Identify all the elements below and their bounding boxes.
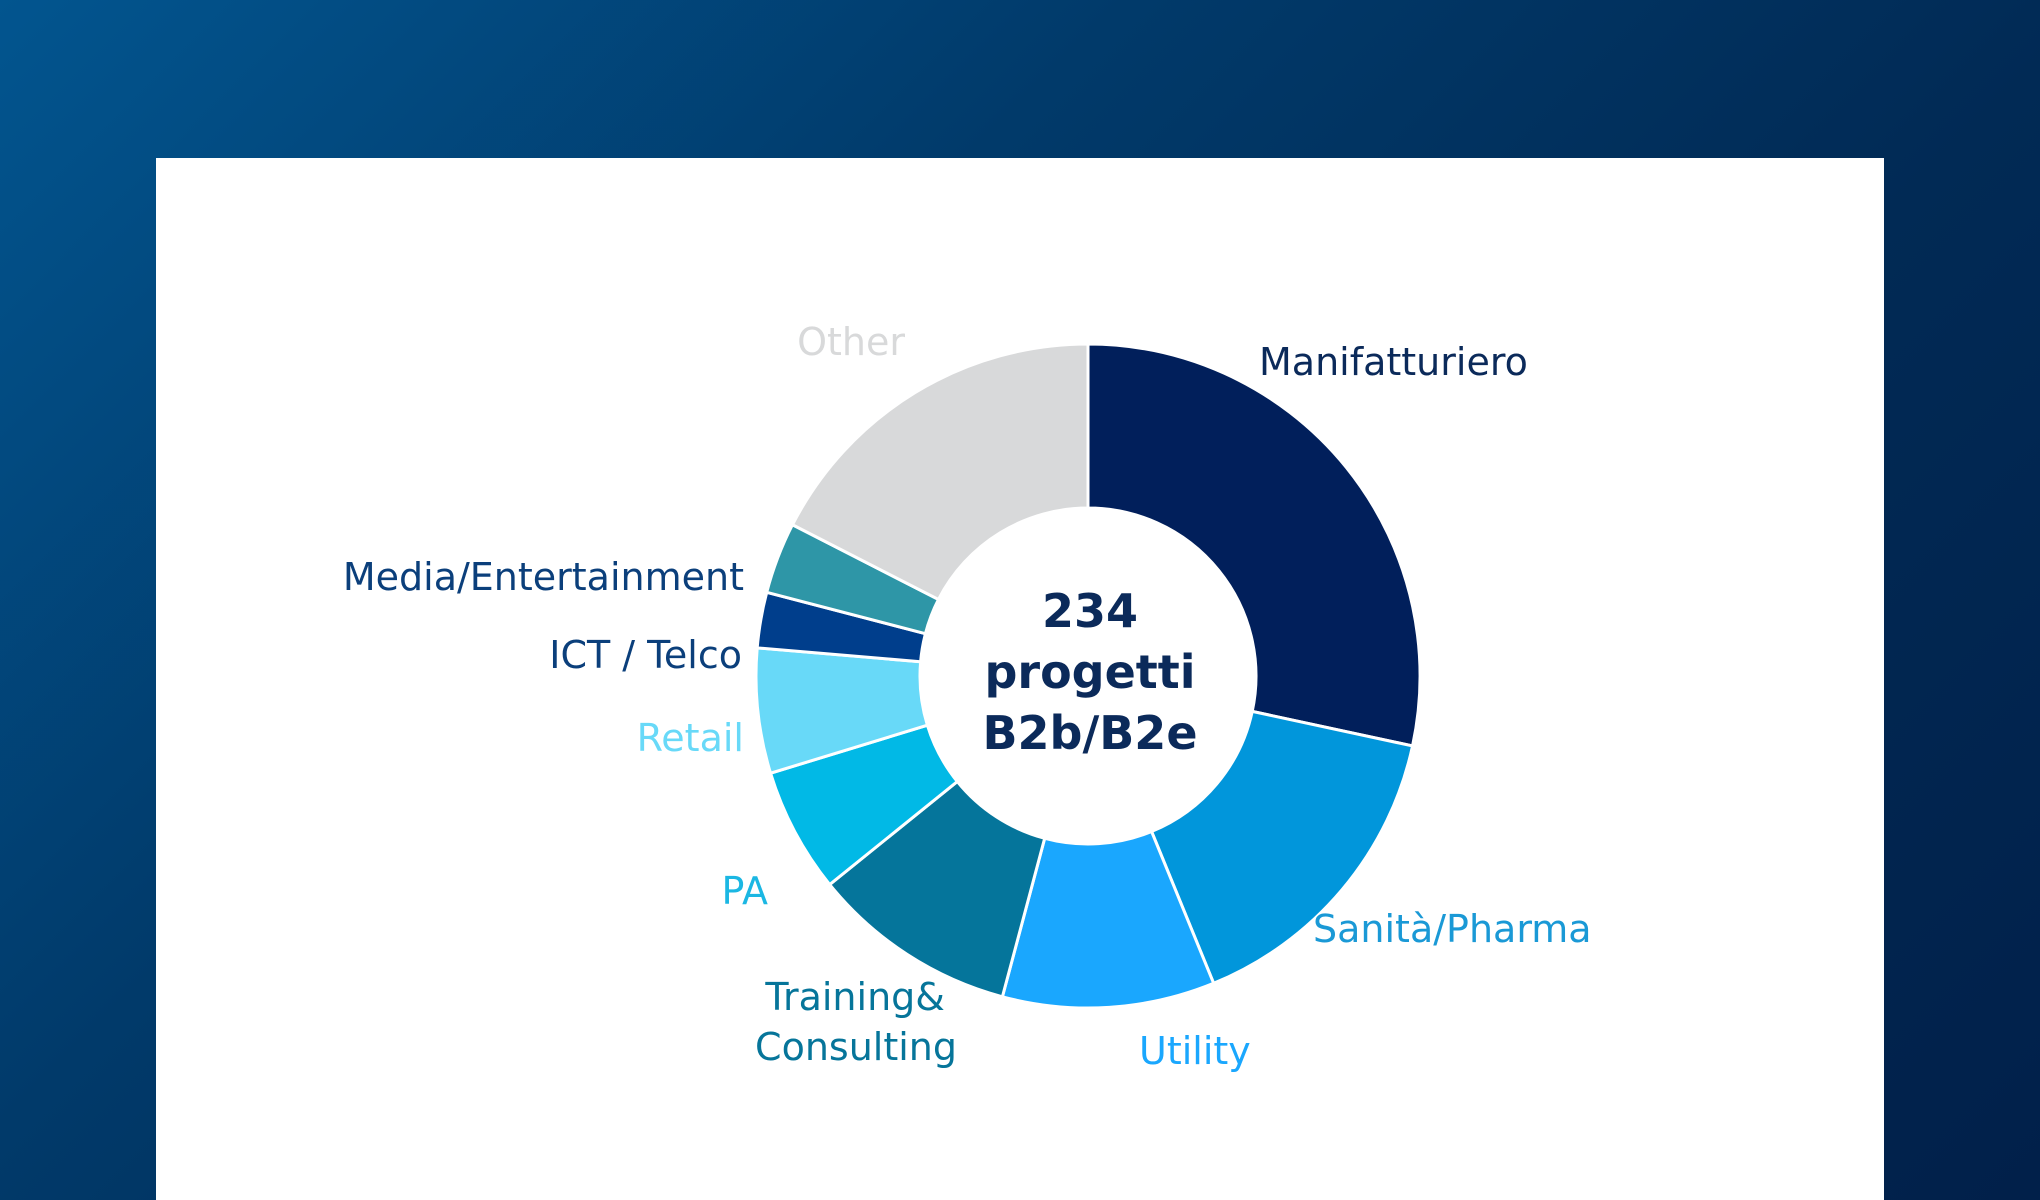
center-text: 234 progetti B2b/B2e (982, 584, 1197, 760)
label-retail: Retail (637, 716, 744, 760)
center-label-line1: progetti (984, 645, 1195, 699)
chart-card (156, 158, 1884, 1200)
label-other: Other (797, 320, 905, 364)
slice-8 (790, 342, 1090, 602)
slice-1 (1149, 709, 1415, 986)
label-ict-telco: ICT / Telco (549, 633, 742, 677)
label-sanita-pharma: Sanità/Pharma (1313, 907, 1592, 951)
donut-slices (754, 342, 1422, 1010)
label-training-consulting: Training& Consulting (755, 975, 957, 1069)
category-labels: Manifatturiero Sanità/Pharma Utility Tra… (343, 320, 1592, 1073)
center-count: 234 (1042, 584, 1138, 638)
label-media-entertainment: Media/Entertainment (343, 555, 744, 599)
center-label-line2: B2b/B2e (982, 706, 1197, 760)
label-manifatturiero: Manifatturiero (1259, 340, 1528, 384)
label-pa: PA (722, 869, 768, 913)
label-utility: Utility (1139, 1029, 1251, 1073)
slice-0 (1086, 342, 1422, 748)
